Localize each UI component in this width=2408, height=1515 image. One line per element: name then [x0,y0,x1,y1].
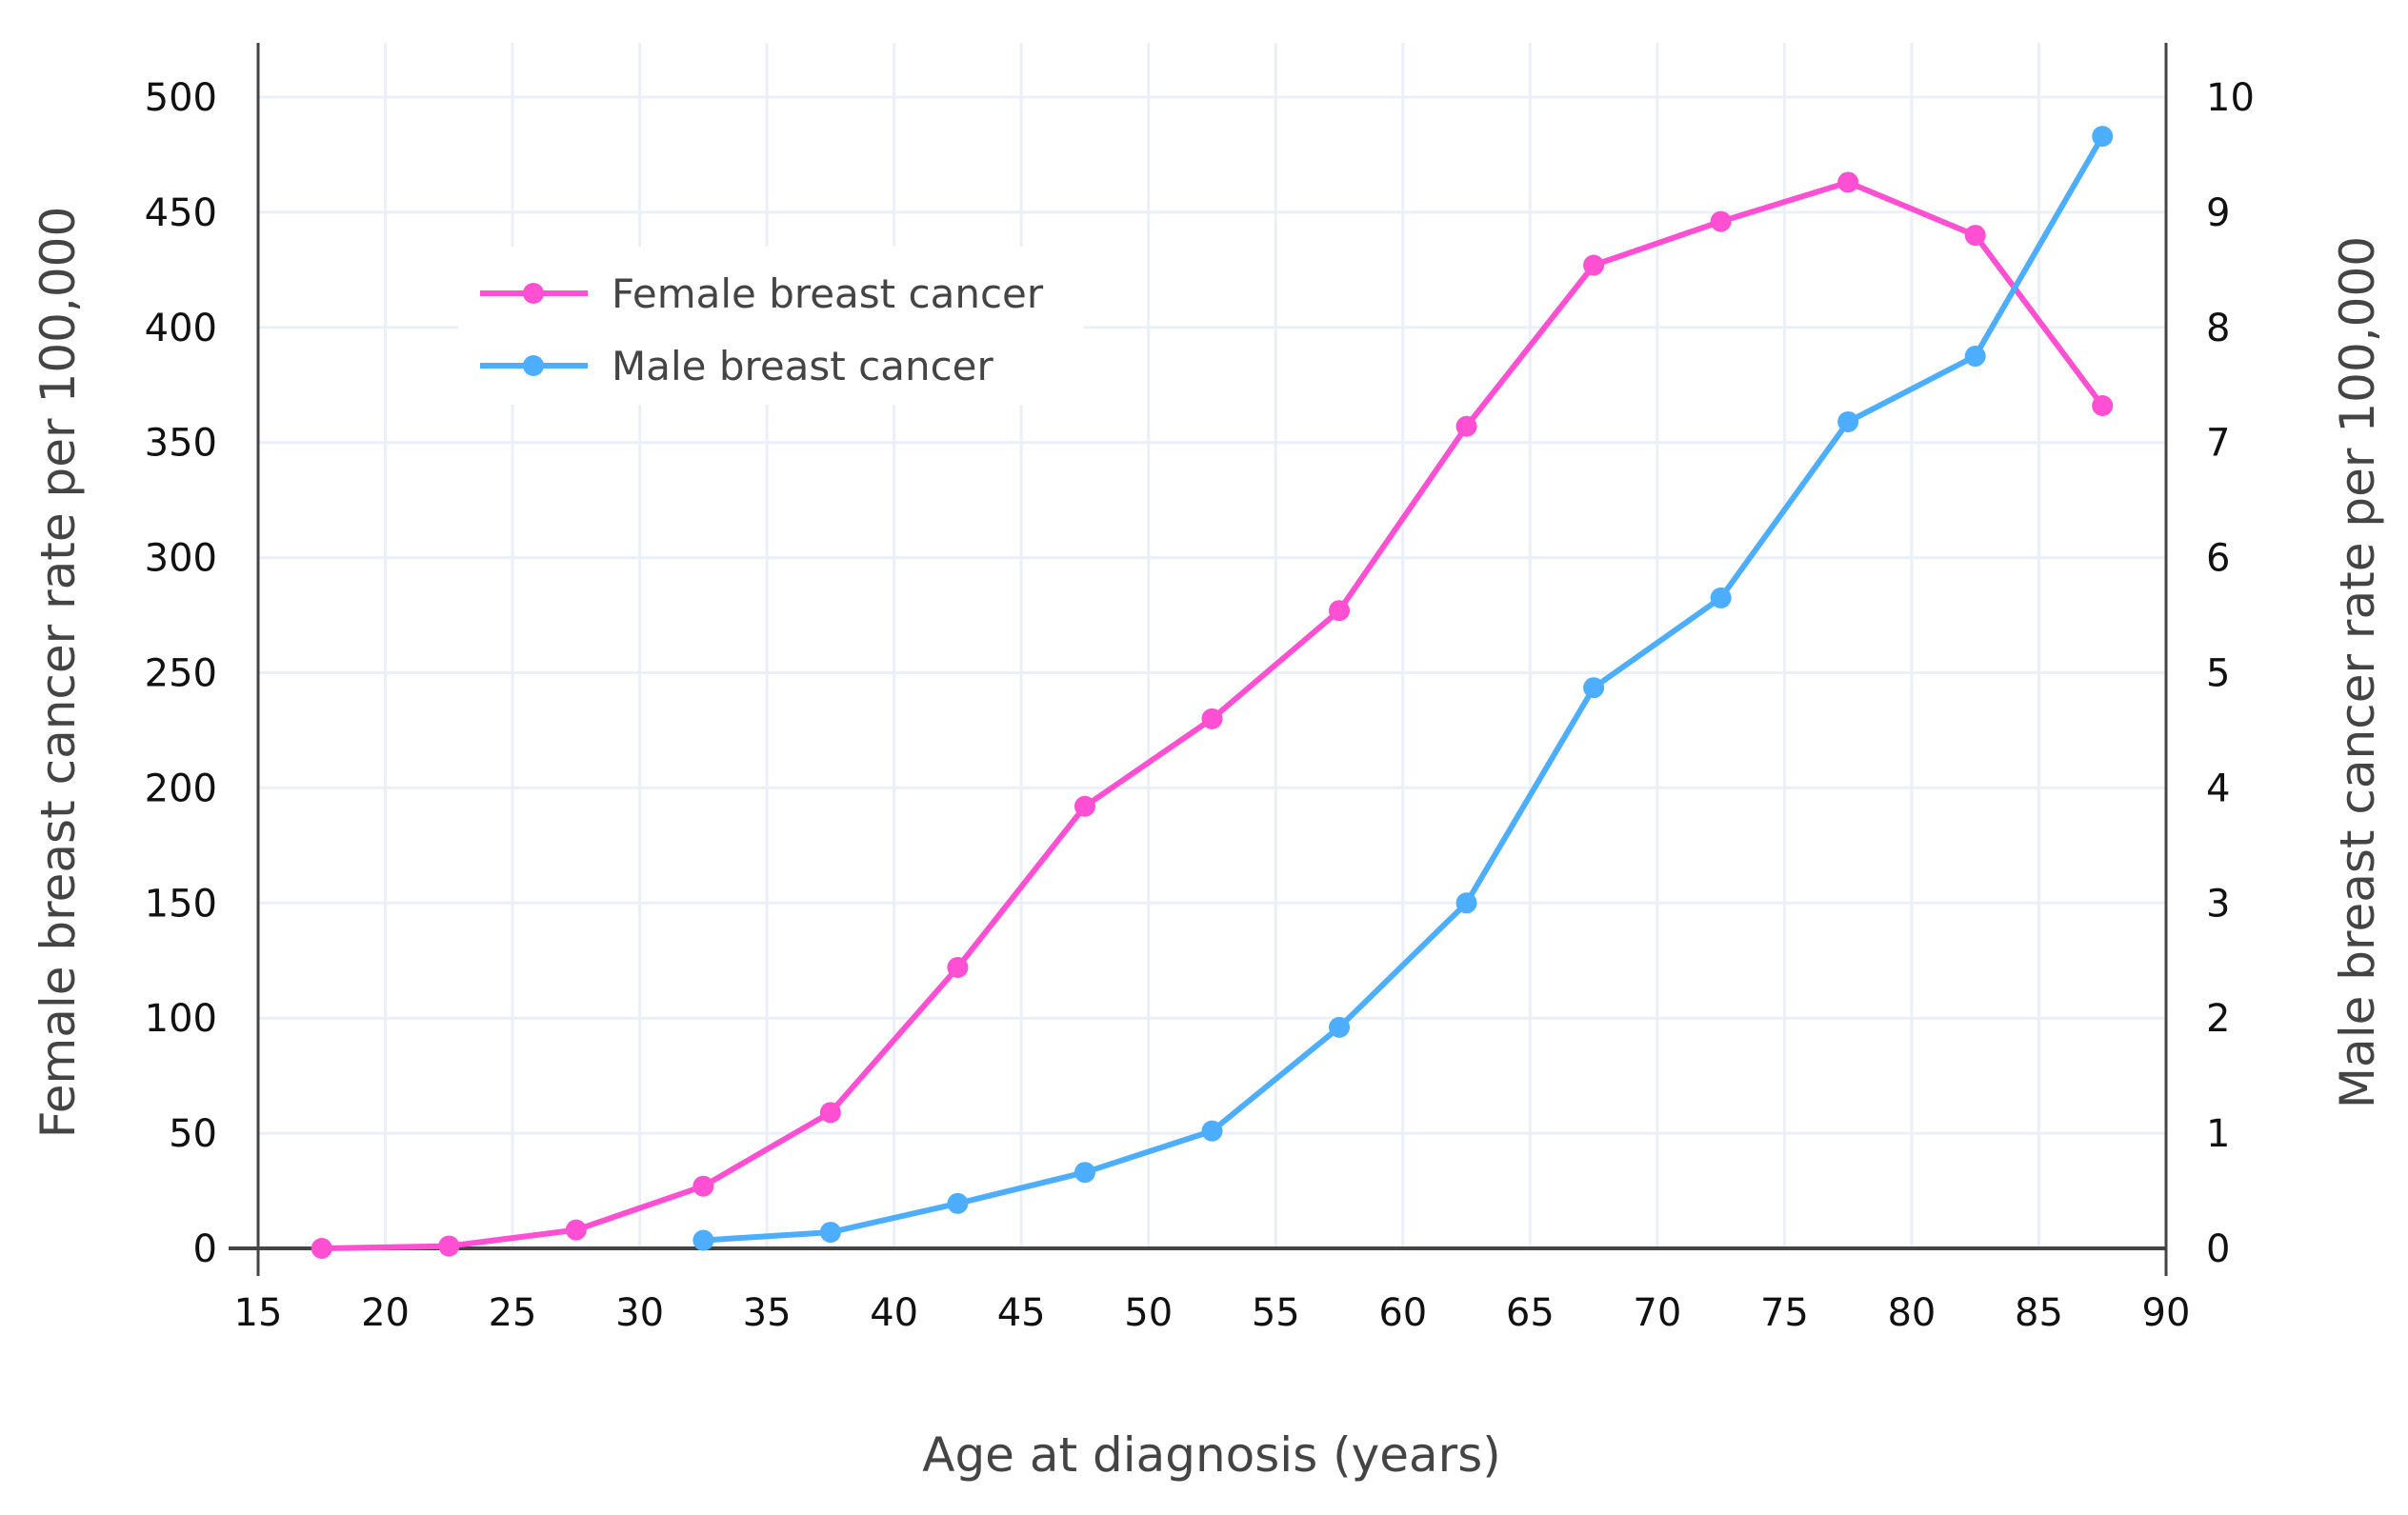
y-tick-label-right: 1 [2206,1112,2230,1156]
y-tick-label-left: 100 [145,997,217,1041]
data-point [1964,346,1986,368]
x-tick-label: 20 [361,1291,410,1335]
legend-background [458,247,1084,405]
y-tick-label-left: 50 [169,1112,217,1156]
gridlines [256,43,2168,1250]
x-tick-label: 15 [234,1291,283,1335]
y-tick-label-right: 4 [2206,767,2230,810]
data-point [1455,415,1477,437]
data-point [1837,410,1859,432]
y-tick-label-left: 250 [145,652,217,696]
data-point [692,1175,714,1197]
data-point [819,1102,841,1124]
y-tick-label-left: 400 [145,307,217,350]
data-point [1583,677,1605,699]
y-tick-label-left: 300 [145,537,217,581]
y-tick-label-right: 3 [2206,882,2230,926]
y-tick-label-right: 8 [2206,307,2230,350]
series-layer [311,126,2114,1259]
legend-swatch-marker [523,283,544,304]
data-point [1074,1162,1095,1184]
x-tick-label: 75 [1760,1291,1809,1335]
y-tick-label-right: 2 [2206,997,2230,1041]
data-point [1201,1120,1223,1142]
x-tick-label: 45 [997,1291,1046,1335]
x-tick-label: 80 [1887,1291,1936,1335]
data-point [1455,892,1477,914]
data-point [2092,395,2114,417]
y-tick-label-left: 150 [145,882,217,926]
x-tick-label: 35 [743,1291,792,1335]
data-point [1837,171,1859,193]
y-tick-label-right: 10 [2206,76,2255,120]
y-tick-label-right: 5 [2206,652,2230,696]
series-line [703,134,2105,1244]
data-point [1583,254,1605,276]
y-tick-label-left: 450 [145,191,217,235]
axes: 15 20 25 30 35 40 45 50 55 60 65 70 75 80 85 9005010015… [145,43,2255,1335]
data-point [1329,600,1351,622]
y-tick-label-left: 0 [193,1227,217,1271]
x-tick-label: 50 [1124,1291,1173,1335]
x-tick-label: 40 [870,1291,918,1335]
x-tick-label: 30 [615,1291,664,1335]
data-point [311,1238,332,1259]
y-tick-label-right: 6 [2206,537,2230,581]
data-point [1710,210,1732,232]
y-tick-label-left: 350 [145,422,217,466]
y-axis-title-left: Female breast cancer rate per 100,000 [30,207,86,1139]
y-tick-label-right: 0 [2206,1227,2230,1271]
data-point [1201,708,1223,729]
y-tick-label-right: 7 [2206,422,2230,466]
y-tick-label-left: 200 [145,767,217,810]
legend-label: Female breast cancer [612,270,1044,317]
x-tick-label: 65 [1506,1291,1555,1335]
x-tick-label: 90 [2142,1291,2191,1335]
y-axis-title-right: Male breast cancer rate per 100,000 [2330,236,2385,1108]
x-tick-label: 55 [1252,1291,1300,1335]
legend-label: Male breast cancer [612,343,993,389]
data-point [1964,225,1986,247]
x-tick-label: 85 [2015,1291,2063,1335]
data-point [1329,1016,1351,1038]
data-point [1710,587,1732,608]
data-point [692,1229,714,1251]
x-axis-title: Age at diagnosis (years) [922,1427,1501,1483]
data-point [1074,795,1095,817]
data-point [438,1235,460,1257]
data-point [2092,126,2114,148]
data-point [819,1222,841,1244]
data-point [947,1192,969,1214]
x-tick-label: 70 [1633,1291,1681,1335]
data-point [565,1219,587,1241]
y-tick-label-left: 500 [145,76,217,120]
y-tick-label-right: 9 [2206,191,2230,235]
data-point [947,957,969,979]
legend-swatch-marker [523,355,544,376]
legend: Female breast cancer Male breast cancer [458,247,1084,405]
x-tick-label: 60 [1378,1291,1427,1335]
x-tick-label: 25 [489,1291,537,1335]
